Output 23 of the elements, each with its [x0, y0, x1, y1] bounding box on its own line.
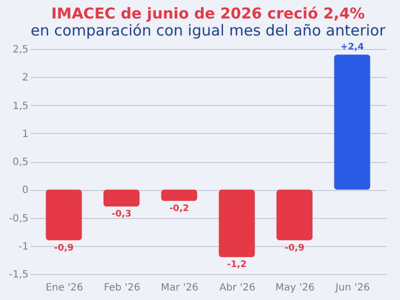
data-label: -1,2	[226, 260, 247, 270]
chart-subtitle: en comparación con igual mes del año anterior	[30, 22, 386, 40]
data-label: +2,4	[340, 42, 364, 53]
y-tick-label: 2	[22, 72, 28, 84]
y-tick-label: 1	[22, 128, 28, 140]
y-tick-label: 0,5	[12, 157, 28, 168]
x-tick-label: Abr '26	[219, 282, 256, 294]
y-tick-label: 2,5	[12, 44, 28, 56]
x-tick-label: Ene '26	[46, 282, 84, 294]
y-tick-label: -1	[18, 241, 28, 252]
x-tick-label: Feb '26	[104, 282, 140, 294]
y-tick-label: 1,5	[12, 100, 28, 112]
x-tick-label: Mar '26	[160, 282, 198, 294]
data-label: -0,9	[284, 243, 304, 254]
chart-title: IMACEC de junio de 2026 creció 2,4%	[51, 4, 365, 23]
y-tick-label: -1,5	[8, 270, 28, 280]
x-tick-label: May '26	[275, 282, 315, 294]
y-tick-label: 0	[22, 185, 28, 196]
data-label: -0,3	[112, 210, 132, 220]
x-tick-label: Jun '26	[334, 282, 370, 294]
y-tick-label: -0,5	[8, 213, 28, 224]
data-label: -0,9	[54, 243, 74, 254]
data-label: -0,2	[169, 204, 190, 214]
